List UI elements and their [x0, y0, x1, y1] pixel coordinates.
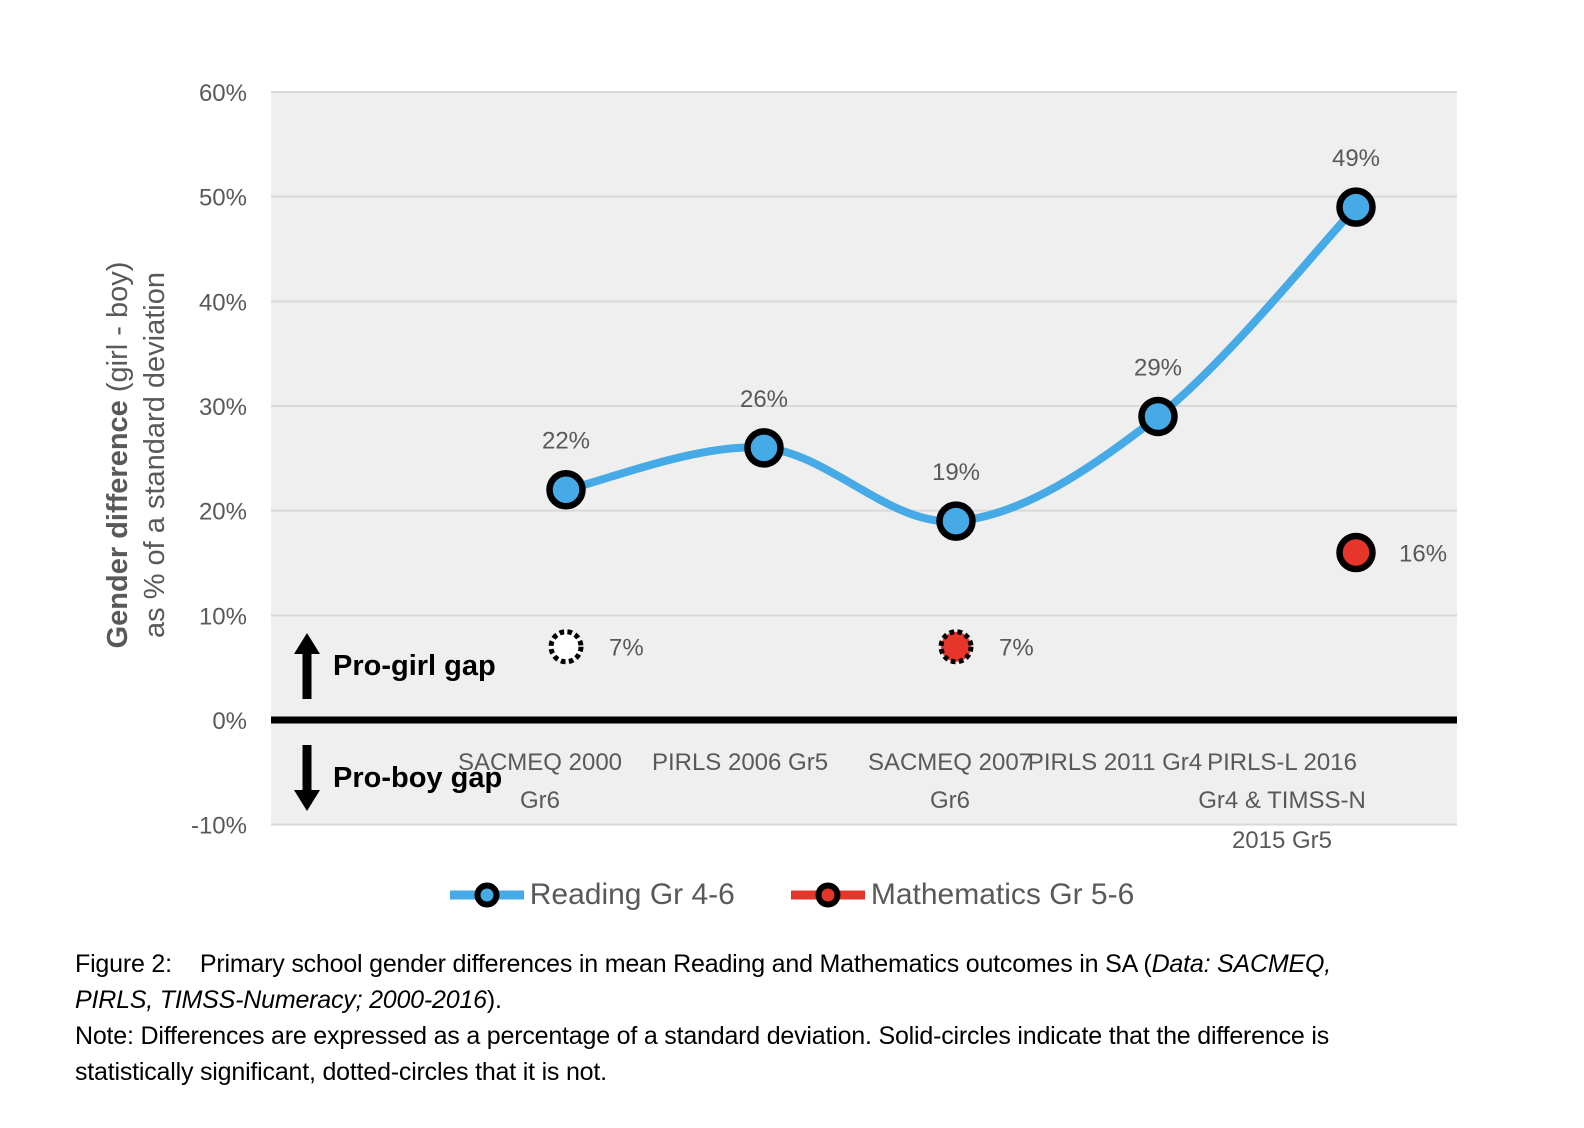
chart-legend: Reading Gr 4-6 Mathematics Gr 5-6 [0, 878, 1584, 912]
y-tick-label: -10% [191, 813, 247, 840]
y-tick-label: 60% [199, 80, 247, 107]
reading-data-labels: 22% 26% 19% 29% 49% [542, 145, 1380, 486]
y-axis-tick-labels: 60% 50% 40% 30% 20% 10% 0% -10% [191, 80, 247, 840]
y-tick-label: 10% [199, 603, 247, 630]
x-category-label: SACMEQ 2000 [458, 749, 622, 776]
caption-source-part2: PIRLS, TIMSS-Numeracy; 2000-2016 [75, 986, 487, 1014]
plot-background [271, 92, 1457, 825]
data-label: 7% [609, 635, 644, 662]
arrow-down-icon [294, 745, 320, 811]
arrow-up-icon [294, 633, 320, 699]
caption-line-1: Figure 2: Primary school gender differenc… [75, 946, 1575, 982]
reading-series-markers [546, 187, 1376, 541]
x-category-label: Gr6 [520, 787, 560, 814]
caption-main: Primary school gender differences in mea… [199, 950, 1152, 978]
x-category-label: PIRLS-L 2016 [1207, 749, 1357, 776]
pro-girl-label: Pro-girl gap [333, 649, 496, 682]
mathematics-marker-dotted [548, 629, 584, 665]
legend-item-reading: Reading Gr 4-6 [449, 878, 735, 912]
legend-marker-sample [815, 882, 841, 908]
x-category-label: Gr4 & TIMSS-N [1198, 787, 1366, 814]
reading-marker-solid [744, 428, 784, 468]
data-label: 49% [1332, 145, 1380, 172]
reading-marker-solid [936, 501, 976, 541]
data-label: 29% [1134, 354, 1182, 381]
x-axis-category-labels: SACMEQ 2000 Gr6 PIRLS 2006 Gr5 SACMEQ 2007 G… [458, 749, 1366, 854]
figure-caption: Figure 2: Primary school gender differenc… [75, 946, 1575, 1090]
reading-marker-solid [1336, 187, 1376, 227]
x-category-label: PIRLS 2011 Gr4 [1028, 749, 1202, 776]
x-category-label: 2015 Gr5 [1232, 827, 1332, 854]
caption-note-line-2: statistically significant, dotted-circle… [75, 1058, 607, 1086]
y-tick-label: 0% [212, 708, 247, 735]
gridlines [271, 90, 1457, 826]
chart-plot-area: 60% 50% 40% 30% 20% 10% 0% -10% SACMEQ 2000 Gr6 PI… [191, 80, 1457, 854]
mathematics-marker-dotted [938, 629, 974, 665]
pro-girl-annotation: Pro-girl gap [294, 632, 496, 700]
reading-series-sample-icon [449, 882, 524, 908]
y-tick-label: 30% [199, 394, 247, 421]
data-label: 22% [542, 428, 590, 455]
legend-label-reading: Reading Gr 4-6 [529, 878, 735, 911]
caption-line-2: PIRLS, TIMSS-Numeracy; 2000-2016). [75, 982, 1575, 1018]
x-category-label: PIRLS 2006 Gr5 [652, 749, 828, 776]
data-label: 7% [999, 635, 1034, 662]
legend-item-mathematics: Mathematics Gr 5-6 [790, 878, 1135, 912]
y-tick-label: 50% [199, 185, 247, 212]
y-tick-label: 20% [199, 499, 247, 526]
data-label: 16% [1399, 541, 1447, 568]
figure-label: Figure 2: [75, 950, 172, 978]
mathematics-series-sample-icon [790, 882, 865, 908]
caption-note-line-1: Note: Differences are expressed as a per… [75, 1022, 1329, 1050]
caption-source-part1: Data: SACMEQ, [1151, 950, 1332, 978]
data-label: 26% [740, 386, 788, 413]
y-tick-label: 40% [199, 289, 247, 316]
pro-boy-label: Pro-boy gap [333, 761, 503, 794]
mathematics-series-points: 7% 7% 16% [548, 532, 1447, 665]
legend-marker-sample [474, 882, 500, 908]
x-category-label: SACMEQ 2007 [868, 749, 1032, 776]
caption-close: ). [486, 986, 502, 1014]
pro-boy-annotation: Pro-boy gap [294, 744, 502, 812]
reading-marker-solid [1138, 396, 1178, 437]
mathematics-marker-solid [1336, 532, 1376, 573]
legend-label-mathematics: Mathematics Gr 5-6 [870, 878, 1135, 911]
reading-marker-solid [546, 469, 586, 510]
x-category-label: Gr6 [930, 787, 970, 814]
data-label: 19% [932, 459, 980, 486]
